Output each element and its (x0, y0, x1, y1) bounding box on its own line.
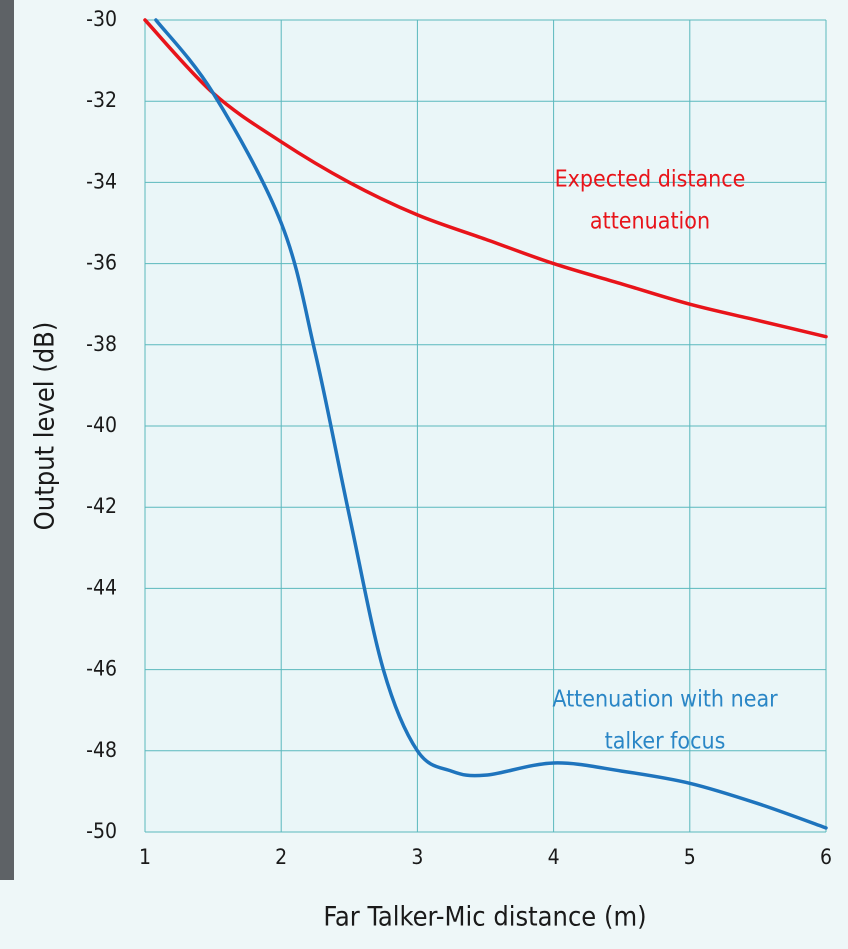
annotation: attenuation (590, 209, 710, 235)
annotation: Attenuation with near (552, 687, 778, 713)
y-tick-label: -32 (86, 88, 117, 112)
y-axis-title: Output level (dB) (30, 322, 61, 531)
annotation: Expected distance (555, 167, 746, 193)
annotation: talker focus (605, 729, 726, 755)
y-tick-label: -36 (86, 251, 117, 275)
y-tick-label: -40 (86, 413, 117, 437)
y-tick-label: -34 (86, 169, 117, 193)
y-tick-label: -42 (86, 494, 117, 518)
photo-edge (0, 0, 14, 880)
x-tick-label: 2 (275, 845, 287, 869)
x-tick-label: 3 (411, 845, 423, 869)
y-tick-label: -44 (86, 575, 117, 599)
chart: Far Talker-Mic distance (m) Output level… (0, 0, 848, 949)
x-tick-label: 6 (820, 845, 832, 869)
x-tick-label: 5 (684, 845, 696, 869)
y-tick-label: -30 (86, 7, 117, 31)
y-tick-label: -46 (86, 657, 117, 681)
y-tick-label: -38 (86, 332, 117, 356)
x-axis-title: Far Talker-Mic distance (m) (323, 902, 646, 933)
y-tick-label: -50 (86, 819, 117, 843)
x-tick-label: 1 (139, 845, 151, 869)
y-tick-label: -48 (86, 738, 117, 762)
x-tick-label: 4 (548, 845, 560, 869)
